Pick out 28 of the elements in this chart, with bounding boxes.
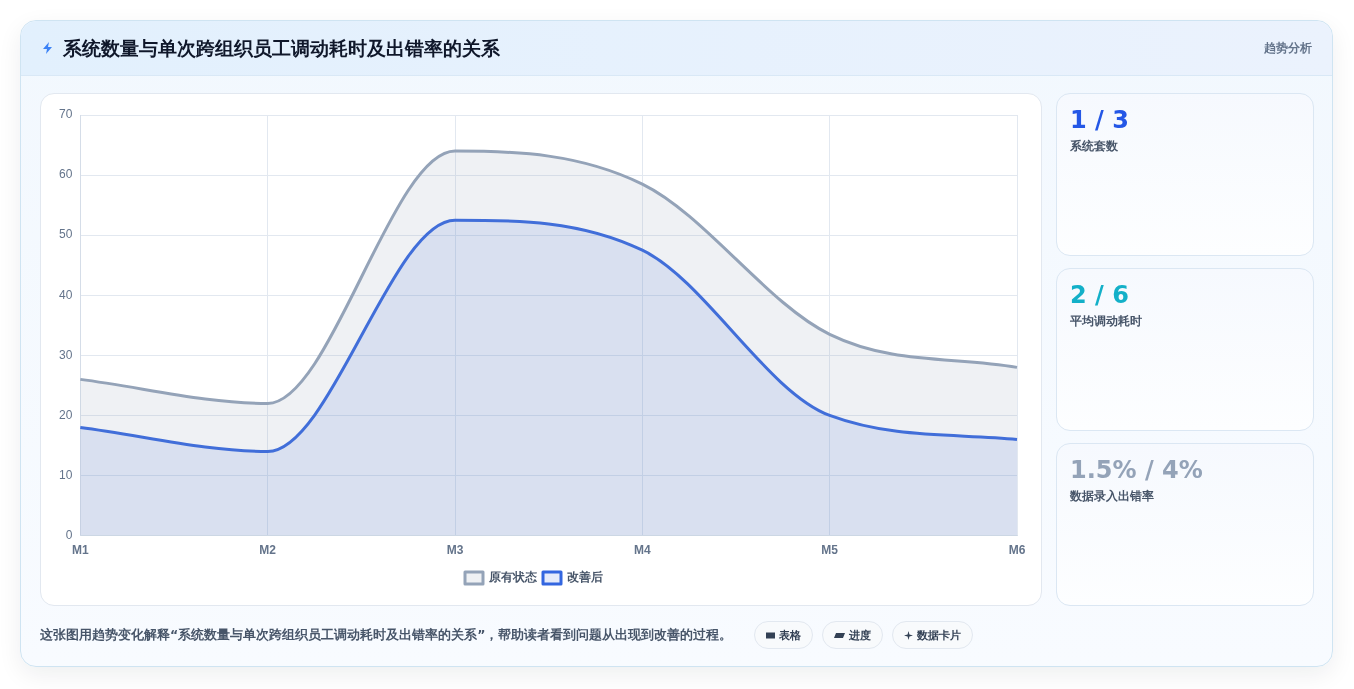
y-tick-label: 50 bbox=[58, 227, 73, 242]
text: 1 / 3 bbox=[1070, 106, 1129, 134]
category-label: 数据录入出错率 bbox=[1070, 488, 1154, 504]
y-tick-label: 30 bbox=[58, 347, 73, 362]
category-label: 平均调动耗时 bbox=[1070, 313, 1142, 329]
y-tick-label: 60 bbox=[58, 167, 73, 182]
text: 1.5% / 4% bbox=[1070, 456, 1203, 484]
text: 表格 bbox=[779, 627, 802, 643]
y-tick-label: 70 bbox=[58, 107, 73, 122]
y-tick-label: 10 bbox=[58, 467, 73, 482]
x-tick-label: M1 bbox=[72, 543, 90, 558]
text: 这张图用趋势变化解释“系统数量与单次跨组织员工调动耗时及出错率的关系”，帮助读者看到问题从出现到改善的过程。 bbox=[40, 626, 733, 644]
text: 数据卡片 bbox=[917, 627, 962, 643]
x-tick-label: M3 bbox=[446, 543, 464, 558]
x-tick-label: M6 bbox=[1008, 543, 1026, 558]
y-tick-label: 40 bbox=[58, 287, 73, 302]
text: 趋势分析 bbox=[1264, 40, 1312, 57]
x-tick-label: M4 bbox=[634, 543, 651, 558]
x-tick-label: M5 bbox=[821, 543, 839, 558]
chart-title: 系统数量与单次跨组织员工调动耗时及出错率的关系 bbox=[63, 36, 500, 61]
legend-label: 原有状态 bbox=[488, 570, 538, 585]
y-tick-label: 0 bbox=[65, 527, 73, 542]
text: 2 / 6 bbox=[1070, 281, 1129, 309]
x-tick-label: M2 bbox=[259, 543, 277, 558]
category-label: 系统套数 bbox=[1070, 138, 1118, 154]
y-tick-label: 20 bbox=[58, 407, 73, 422]
text: 进度 bbox=[849, 627, 872, 643]
legend-label: 改善后 bbox=[567, 570, 603, 585]
